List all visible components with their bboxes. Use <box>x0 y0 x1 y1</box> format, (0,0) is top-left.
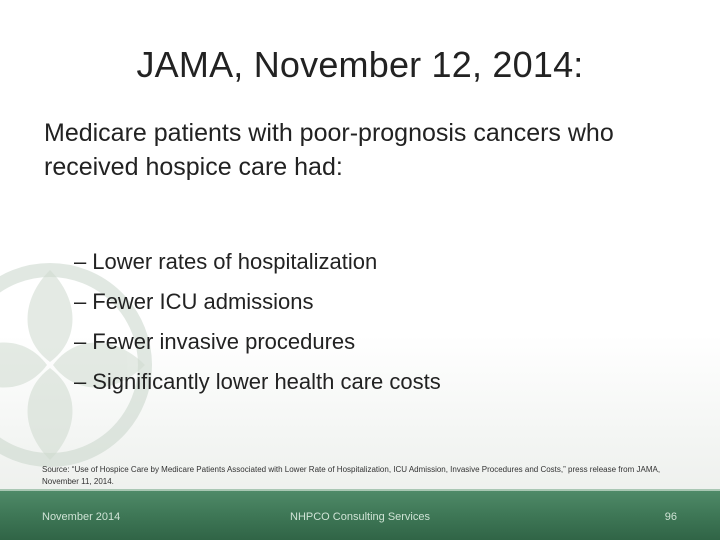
footer-date: November 2014 <box>42 511 121 523</box>
bullet-item: – Lower rates of hospitalization <box>74 242 441 282</box>
bullet-item: – Significantly lower health care costs <box>74 362 441 402</box>
dash-marker: – <box>74 329 87 354</box>
source-citation: Source: “Use of Hospice Care by Medicare… <box>42 465 661 486</box>
dash-marker: – <box>74 369 87 394</box>
bullet-text: Lower rates of hospitalization <box>92 249 378 274</box>
hospice-logo-watermark-icon <box>0 263 152 467</box>
bullet-text: Significantly lower health care costs <box>92 369 441 394</box>
bullet-text: Fewer ICU admissions <box>92 289 314 314</box>
footer-bar: November 2014 NHPCO Consulting Services … <box>0 489 720 540</box>
dash-marker: – <box>74 289 87 314</box>
footer-organization: NHPCO Consulting Services <box>290 511 430 523</box>
slide-title: JAMA, November 12, 2014: <box>136 44 584 85</box>
bullet-item: – Fewer invasive procedures <box>74 322 441 362</box>
dash-marker: – <box>74 249 87 274</box>
bullet-text: Fewer invasive procedures <box>92 329 356 354</box>
bullet-list: – Lower rates of hospitalization – Fewer I… <box>74 242 441 402</box>
bullet-item: – Fewer ICU admissions <box>74 282 441 322</box>
intro-text: Medicare patients with poor-prognosis ca… <box>44 119 614 181</box>
page-number: 96 <box>664 511 677 523</box>
